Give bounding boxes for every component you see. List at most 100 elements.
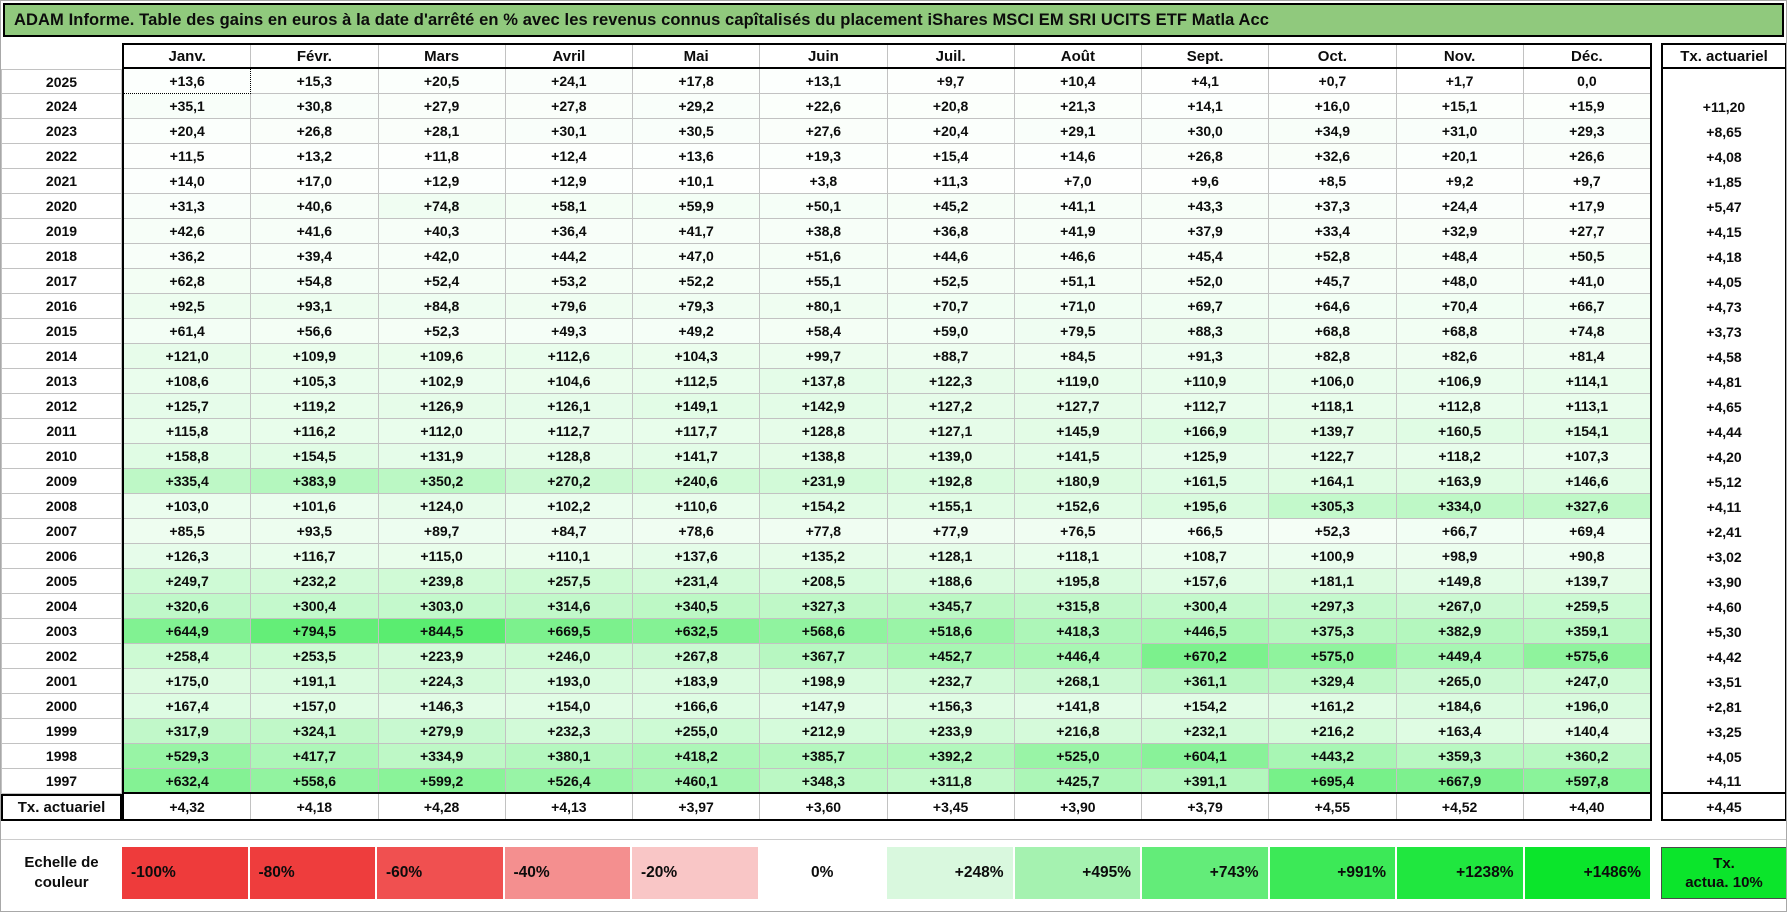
- gain-cell[interactable]: +112,7: [1142, 394, 1270, 419]
- gain-cell[interactable]: +158,8: [124, 444, 252, 469]
- gain-cell[interactable]: +84,7: [505, 519, 633, 544]
- year-label-2008[interactable]: 2008: [1, 494, 122, 519]
- gain-cell[interactable]: +52,4: [378, 269, 506, 294]
- gain-cell[interactable]: +604,1: [1142, 744, 1270, 769]
- year-label-2017[interactable]: 2017: [1, 269, 122, 294]
- gain-cell[interactable]: +110,1: [505, 544, 633, 569]
- gain-cell[interactable]: +31,3: [124, 194, 252, 219]
- gain-cell[interactable]: +29,3: [1523, 119, 1650, 144]
- gain-cell[interactable]: +54,8: [251, 269, 379, 294]
- gain-cell[interactable]: +51,1: [1014, 269, 1142, 294]
- gain-cell[interactable]: +27,7: [1523, 219, 1650, 244]
- gain-cell[interactable]: +44,6: [887, 244, 1015, 269]
- gain-cell[interactable]: +26,8: [1142, 144, 1270, 169]
- gain-cell[interactable]: +70,7: [887, 294, 1015, 319]
- gain-cell[interactable]: +141,8: [1014, 694, 1142, 719]
- gain-cell[interactable]: +154,2: [760, 494, 888, 519]
- gain-cell[interactable]: +35,1: [124, 94, 252, 119]
- tx-actuariel-month-cell[interactable]: +3,90: [1014, 794, 1142, 819]
- gain-cell[interactable]: +51,6: [760, 244, 888, 269]
- gain-cell[interactable]: +135,2: [760, 544, 888, 569]
- gain-cell[interactable]: +267,0: [1396, 594, 1524, 619]
- gain-cell[interactable]: +340,5: [633, 594, 761, 619]
- gain-cell[interactable]: +93,1: [251, 294, 379, 319]
- tx-actuariel-cell[interactable]: +4,42: [1661, 644, 1786, 669]
- gain-cell[interactable]: +137,6: [633, 544, 761, 569]
- gain-cell[interactable]: +105,3: [251, 369, 379, 394]
- gain-cell[interactable]: +24,4: [1396, 194, 1524, 219]
- gain-cell[interactable]: +101,6: [251, 494, 379, 519]
- gain-cell[interactable]: +77,8: [760, 519, 888, 544]
- gain-cell[interactable]: +239,8: [378, 569, 506, 594]
- gain-cell[interactable]: +36,2: [124, 244, 252, 269]
- gain-cell[interactable]: +253,5: [251, 644, 379, 669]
- gain-cell[interactable]: +163,9: [1396, 469, 1524, 494]
- month-header-oct[interactable]: Oct.: [1269, 45, 1397, 67]
- gain-cell[interactable]: +92,5: [124, 294, 252, 319]
- gain-cell[interactable]: +26,6: [1523, 144, 1650, 169]
- gain-cell[interactable]: +443,2: [1269, 744, 1397, 769]
- gain-cell[interactable]: +300,4: [1142, 594, 1270, 619]
- month-header-nov[interactable]: Nov.: [1397, 45, 1524, 67]
- gain-cell[interactable]: +52,8: [1269, 244, 1397, 269]
- gain-cell[interactable]: +246,0: [505, 644, 633, 669]
- gain-cell[interactable]: +231,9: [760, 469, 888, 494]
- gain-cell[interactable]: +147,9: [760, 694, 888, 719]
- gain-cell[interactable]: +255,0: [633, 719, 761, 744]
- gain-cell[interactable]: +32,9: [1396, 219, 1524, 244]
- gain-cell[interactable]: +46,6: [1014, 244, 1142, 269]
- gain-cell[interactable]: +48,0: [1396, 269, 1524, 294]
- gain-cell[interactable]: +184,6: [1396, 694, 1524, 719]
- gain-cell[interactable]: +36,4: [505, 219, 633, 244]
- gain-cell[interactable]: +198,9: [760, 669, 888, 694]
- gain-cell[interactable]: +104,6: [505, 369, 633, 394]
- gain-cell[interactable]: +359,3: [1396, 744, 1524, 769]
- gain-cell[interactable]: +50,1: [760, 194, 888, 219]
- month-header-sept[interactable]: Sept.: [1142, 45, 1270, 67]
- gain-cell[interactable]: +157,6: [1142, 569, 1270, 594]
- gain-cell[interactable]: +314,6: [505, 594, 633, 619]
- gain-cell[interactable]: +59,0: [887, 319, 1015, 344]
- gain-cell[interactable]: +121,0: [124, 344, 252, 369]
- gain-cell[interactable]: +118,2: [1396, 444, 1524, 469]
- gain-cell[interactable]: +39,4: [251, 244, 379, 269]
- tx-actuariel-cell[interactable]: +4,11: [1661, 769, 1786, 794]
- gain-cell[interactable]: +161,2: [1269, 694, 1397, 719]
- gain-cell[interactable]: +84,5: [1014, 344, 1142, 369]
- gain-cell[interactable]: +79,3: [633, 294, 761, 319]
- gain-cell[interactable]: +56,6: [251, 319, 379, 344]
- gain-cell[interactable]: +17,8: [633, 69, 761, 94]
- tx-actuariel-month-cell[interactable]: +4,13: [505, 794, 633, 819]
- gain-cell[interactable]: +42,6: [124, 219, 252, 244]
- gain-cell[interactable]: +529,3: [124, 744, 252, 769]
- tx-actuariel-cell[interactable]: +4,18: [1661, 244, 1786, 269]
- gain-cell[interactable]: +116,7: [251, 544, 379, 569]
- year-label-2020[interactable]: 2020: [1, 194, 122, 219]
- gain-cell[interactable]: +44,2: [505, 244, 633, 269]
- tx-actuariel-month-cell[interactable]: +3,97: [633, 794, 761, 819]
- gain-cell[interactable]: +68,8: [1396, 319, 1524, 344]
- gain-cell[interactable]: +125,9: [1142, 444, 1270, 469]
- gain-cell[interactable]: +575,0: [1269, 644, 1397, 669]
- gain-cell[interactable]: +632,4: [124, 769, 252, 792]
- gain-cell[interactable]: +16,0: [1269, 94, 1397, 119]
- gain-cell[interactable]: +34,9: [1269, 119, 1397, 144]
- gain-cell[interactable]: +113,1: [1523, 394, 1650, 419]
- year-label-2006[interactable]: 2006: [1, 544, 122, 569]
- gain-cell[interactable]: +139,0: [887, 444, 1015, 469]
- gain-cell[interactable]: +12,9: [378, 169, 506, 194]
- gain-cell[interactable]: +26,8: [251, 119, 379, 144]
- gain-cell[interactable]: +14,1: [1142, 94, 1270, 119]
- gain-cell[interactable]: +81,4: [1523, 344, 1650, 369]
- gain-cell[interactable]: +163,4: [1396, 719, 1524, 744]
- gain-cell[interactable]: +50,5: [1523, 244, 1650, 269]
- gain-cell[interactable]: +334,0: [1396, 494, 1524, 519]
- gain-cell[interactable]: +68,8: [1269, 319, 1397, 344]
- gain-cell[interactable]: +300,4: [251, 594, 379, 619]
- tx-actuariel-month-cell[interactable]: +4,28: [378, 794, 506, 819]
- month-header-janv[interactable]: Janv.: [124, 45, 252, 67]
- year-label-2014[interactable]: 2014: [1, 344, 122, 369]
- gain-cell[interactable]: +140,4: [1523, 719, 1650, 744]
- year-label-2022[interactable]: 2022: [1, 144, 122, 169]
- gain-cell[interactable]: +155,1: [887, 494, 1015, 519]
